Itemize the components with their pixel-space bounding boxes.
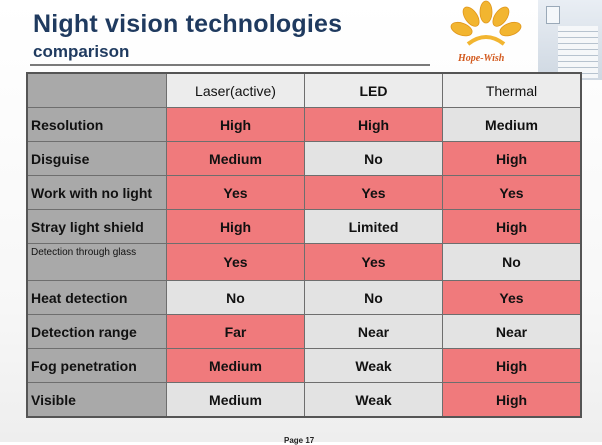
table-cell: Yes (304, 243, 443, 281)
table-cell: High (442, 348, 582, 383)
table-cell: High (442, 209, 582, 244)
row-label: Stray light shield (26, 209, 167, 244)
table-row: Fog penetration Medium Weak High (26, 348, 582, 383)
row-label: Visible (26, 382, 167, 418)
table-cell: High (166, 107, 305, 142)
row-label: Heat detection (26, 280, 167, 315)
row-label: Detection through glass (26, 243, 167, 281)
table-cell: High (442, 141, 582, 176)
row-label: Resolution (26, 107, 167, 142)
table-cell: Weak (304, 348, 443, 383)
table-header-row: Laser(active) LED Thermal (26, 72, 582, 108)
table-cell: Near (442, 314, 582, 349)
table-cell: Yes (442, 175, 582, 210)
table-cell: High (304, 107, 443, 142)
table-cell: Medium (166, 382, 305, 418)
table-cell: Weak (304, 382, 443, 418)
table-cell: No (304, 141, 443, 176)
row-label: Disguise (26, 141, 167, 176)
table-cell: Medium (166, 348, 305, 383)
table-corner-cell (26, 72, 167, 108)
table-row: Visible Medium Weak High (26, 382, 582, 418)
page-title: Night vision technologies (33, 10, 343, 38)
table-cell: Far (166, 314, 305, 349)
table-row: Detection range Far Near Near (26, 314, 582, 349)
column-header-thermal: Thermal (442, 72, 582, 108)
column-header-led: LED (304, 72, 443, 108)
table-cell: No (442, 243, 582, 281)
staircase-graphic (538, 0, 602, 80)
table-row: Heat detection No No Yes (26, 280, 582, 315)
table-cell: No (166, 280, 305, 315)
sun-logo-icon (450, 0, 522, 46)
page-subtitle: comparison (33, 42, 130, 61)
comparison-table: Laser(active) LED Thermal Resolution High… (26, 72, 582, 418)
table-row: Resolution High High Medium (26, 107, 582, 142)
table-cell: Medium (166, 141, 305, 176)
table-cell: Yes (442, 280, 582, 315)
title-underline (30, 64, 430, 66)
logo-wordmark: Hope-Wish (458, 53, 505, 64)
table-cell: No (304, 280, 443, 315)
window-icon (546, 6, 560, 24)
table-cell: High (442, 382, 582, 418)
table-cell: High (166, 209, 305, 244)
table-cell: Yes (166, 243, 305, 281)
table-row: Stray light shield High Limited High (26, 209, 582, 244)
table-cell: Yes (166, 175, 305, 210)
stairs-icon (558, 26, 598, 78)
table-row: Work with no light Yes Yes Yes (26, 175, 582, 210)
table-cell: Yes (304, 175, 443, 210)
page-number: Page 17 (284, 436, 315, 445)
row-label: Work with no light (26, 175, 167, 210)
table-row: Disguise Medium No High (26, 141, 582, 176)
column-header-laser: Laser(active) (166, 72, 305, 108)
table-cell: Medium (442, 107, 582, 142)
row-label: Detection range (26, 314, 167, 349)
table-row: Detection through glass Yes Yes No (26, 243, 582, 281)
row-label: Fog penetration (26, 348, 167, 383)
table-cell: Near (304, 314, 443, 349)
table-cell: Limited (304, 209, 443, 244)
